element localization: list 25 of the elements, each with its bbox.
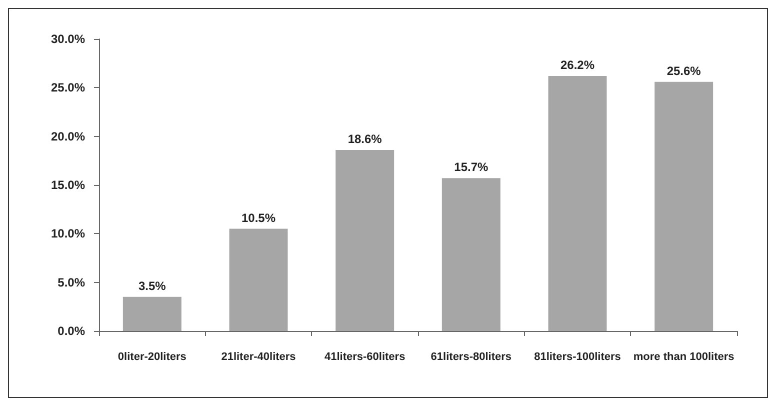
x-tick-label: 0liter-20liters [118,351,186,363]
y-tick-label: 15.0% [50,178,86,192]
bar [336,150,394,331]
y-tick-label: 10.0% [50,226,86,241]
data-label: 25.6% [666,64,702,78]
y-tick-label: 0.0% [58,324,86,338]
y-tick-label: 20.0% [50,129,86,144]
y-tick-label: 30.0% [50,32,86,46]
bar [229,228,288,331]
data-label: 15.7% [454,160,489,174]
y-tick-label: 5.0% [58,275,86,290]
bar [548,76,607,331]
x-tick-label: 61liters-80liters [430,351,512,363]
bar [442,178,500,331]
x-tick-label: 81liters-100liters [534,351,621,363]
data-label: 26.2% [560,58,595,72]
x-tick-label: 21liter-40liters [221,351,296,363]
bar [654,82,714,331]
data-label: 18.6% [348,132,382,146]
data-label: 10.5% [241,210,276,225]
x-tick-label: 41liters-60liters [324,351,406,363]
x-tick-label: more than 100liters [633,351,734,363]
bar [122,296,182,331]
data-label: 3.5% [138,278,166,293]
y-tick-label: 25.0% [50,80,86,95]
